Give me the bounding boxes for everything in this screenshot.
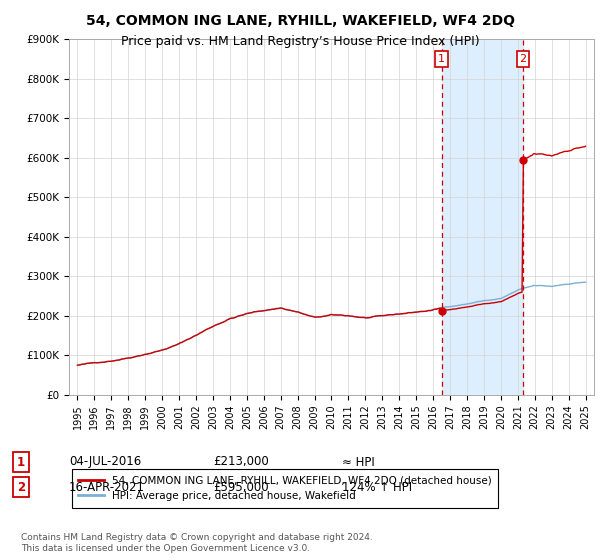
Text: 16-APR-2021: 16-APR-2021 <box>69 480 145 494</box>
Text: 2: 2 <box>17 480 25 494</box>
Text: 1: 1 <box>438 54 445 64</box>
Text: £595,000: £595,000 <box>213 480 269 494</box>
Bar <box>442 39 523 395</box>
Text: 2: 2 <box>520 54 526 64</box>
Text: 1: 1 <box>17 455 25 469</box>
Text: £213,000: £213,000 <box>213 455 269 469</box>
Text: 04-JUL-2016: 04-JUL-2016 <box>69 455 141 469</box>
Text: ≈ HPI: ≈ HPI <box>342 455 375 469</box>
Legend: 54, COMMON ING LANE, RYHILL, WAKEFIELD, WF4 2DQ (detached house), HPI: Average p: 54, COMMON ING LANE, RYHILL, WAKEFIELD, … <box>71 469 498 507</box>
Text: 54, COMMON ING LANE, RYHILL, WAKEFIELD, WF4 2DQ: 54, COMMON ING LANE, RYHILL, WAKEFIELD, … <box>86 14 515 28</box>
Text: Contains HM Land Registry data © Crown copyright and database right 2024.
This d: Contains HM Land Registry data © Crown c… <box>21 533 373 553</box>
Text: Price paid vs. HM Land Registry’s House Price Index (HPI): Price paid vs. HM Land Registry’s House … <box>121 35 479 48</box>
Text: 124% ↑ HPI: 124% ↑ HPI <box>342 480 412 494</box>
